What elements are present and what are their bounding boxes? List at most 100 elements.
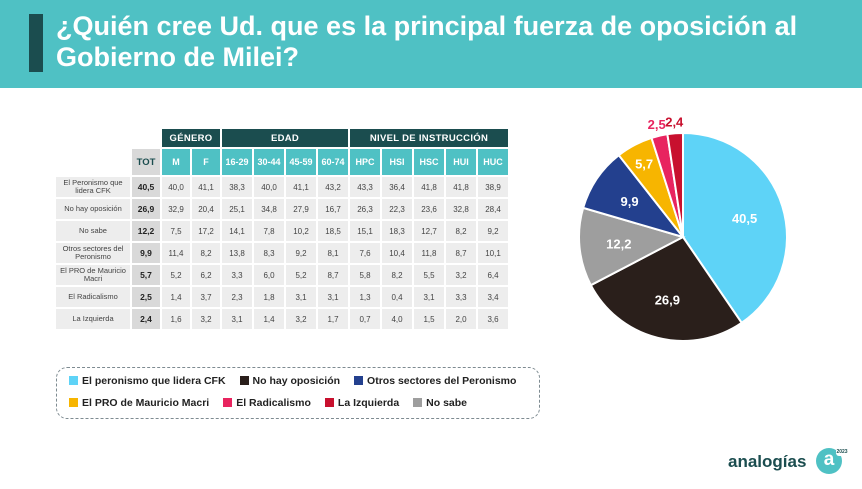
cell-value: 12,7 (414, 221, 444, 241)
cell-value: 8,2 (382, 265, 412, 285)
legend-row: El peronismo que lidera CFK No hay oposic… (69, 375, 530, 387)
table-row: La Izquierda 2,4 1,6 3,2 3,1 1,4 3,2 1,7 0,7 4,0 1… (56, 309, 508, 329)
tot-value: 2,5 (132, 287, 160, 307)
legend-swatch (413, 398, 423, 407)
cell-value: 1,7 (318, 309, 348, 329)
cell-value: 27,9 (286, 199, 316, 219)
legend-item: El peronismo que lidera CFK (69, 375, 226, 387)
cell-value: 26,3 (350, 199, 380, 219)
table-row: El PRO de Mauricio Macri 5,7 5,2 6,2 3,3 6,0 5… (56, 265, 508, 285)
cell-value: 25,1 (222, 199, 252, 219)
table-row: El Peronismo que lidera CFK 40,5 40,0 41,1 3… (56, 177, 508, 197)
brand-logo: analogías a 2023 (724, 446, 854, 478)
row-label: El Radicalismo (56, 287, 130, 307)
cell-value: 15,1 (350, 221, 380, 241)
cell-value: 36,4 (382, 177, 412, 197)
header-banner: ¿Quién cree Ud. que es la principal fuer… (0, 0, 862, 88)
cell-value: 41,1 (192, 177, 220, 197)
cell-value: 6,4 (478, 265, 508, 285)
cell-value: 3,1 (318, 287, 348, 307)
cell-value: 7,8 (254, 221, 284, 241)
row-label: Otros sectores del Peronismo (56, 243, 130, 263)
cell-value: 17,2 (192, 221, 220, 241)
cell-value: 9,2 (478, 221, 508, 241)
cell-value: 32,9 (162, 199, 190, 219)
pie-slice-label: 12,2 (606, 236, 631, 251)
cell-value: 8,7 (446, 243, 476, 263)
cell-value: 23,6 (414, 199, 444, 219)
cell-value: 3,3 (446, 287, 476, 307)
cell-value: 5,8 (350, 265, 380, 285)
cell-value: 11,4 (162, 243, 190, 263)
cell-value: 18,3 (382, 221, 412, 241)
pie-slice-label: 9,9 (621, 194, 639, 209)
cell-value: 3,2 (446, 265, 476, 285)
column-header: HSC (414, 149, 444, 175)
cell-value: 28,4 (478, 199, 508, 219)
cell-value: 8,2 (446, 221, 476, 241)
table-row: Otros sectores del Peronismo 9,9 11,4 8,2 13… (56, 243, 508, 263)
group-header: GÉNERO (162, 129, 220, 147)
legend-swatch (69, 398, 78, 407)
cell-value: 18,5 (318, 221, 348, 241)
cell-value: 1,8 (254, 287, 284, 307)
legend-item: El Radicalismo (223, 397, 311, 409)
cell-value: 3,4 (478, 287, 508, 307)
cell-value: 14,1 (222, 221, 252, 241)
cell-value: 3,2 (286, 309, 316, 329)
cell-value: 8,2 (192, 243, 220, 263)
cell-value: 10,4 (382, 243, 412, 263)
legend-swatch (69, 376, 78, 385)
legend-item: No sabe (413, 397, 467, 409)
cell-value: 7,6 (350, 243, 380, 263)
legend-item: Otros sectores del Peronismo (354, 375, 516, 387)
cell-value: 2,3 (222, 287, 252, 307)
cell-value: 8,3 (254, 243, 284, 263)
row-label: La Izquierda (56, 309, 130, 329)
tot-value: 40,5 (132, 177, 160, 197)
table-row: No sabe 12,2 7,5 17,2 14,1 7,8 10,2 18,5 15,1 18,… (56, 221, 508, 241)
legend-label: No sabe (426, 397, 468, 409)
pie-slice-label: 5,7 (635, 156, 653, 171)
table-corner (56, 129, 130, 147)
column-header: 30-44 (254, 149, 284, 175)
cell-value: 3,6 (478, 309, 508, 329)
column-header: 60-74 (318, 149, 348, 175)
legend-row: El PRO de Mauricio Macri El Radicalismo La… (69, 397, 481, 409)
legend: El peronismo que lidera CFK No hay oposic… (56, 367, 540, 419)
group-header: NIVEL DE INSTRUCCIÓN (350, 129, 508, 147)
cell-value: 1,4 (162, 287, 190, 307)
cell-value: 41,8 (446, 177, 476, 197)
column-header: 45-59 (286, 149, 316, 175)
legend-label: La Izquierda (337, 397, 400, 409)
cell-value: 3,1 (286, 287, 316, 307)
cell-value: 5,5 (414, 265, 444, 285)
table-corner-tot (132, 129, 160, 147)
pie-slice-label: 2,4 (665, 114, 684, 129)
cell-value: 1,4 (254, 309, 284, 329)
column-header: HPC (350, 149, 380, 175)
cell-value: 6,2 (192, 265, 220, 285)
cell-value: 8,7 (318, 265, 348, 285)
header-accent-bar (29, 14, 43, 72)
cell-value: 5,2 (162, 265, 190, 285)
cell-value: 34,8 (254, 199, 284, 219)
pie-slice (666, 131, 684, 238)
cell-value: 7,5 (162, 221, 190, 241)
pie-slice (589, 235, 744, 342)
cell-value: 6,0 (254, 265, 284, 285)
legend-label: No hay oposición (252, 375, 341, 387)
legend-label: El Radicalismo (236, 397, 311, 409)
brand-tag: 2023 (836, 448, 848, 456)
legend-item: No hay oposición (239, 375, 341, 387)
pie-slice-label: 26,9 (655, 293, 680, 308)
cell-value: 10,2 (286, 221, 316, 241)
tot-value: 12,2 (132, 221, 160, 241)
cell-value: 3,7 (192, 287, 220, 307)
cell-value: 43,3 (350, 177, 380, 197)
cell-value: 20,4 (192, 199, 220, 219)
cell-value: 41,1 (286, 177, 316, 197)
legend-label: Otros sectores del Peronismo (367, 375, 517, 387)
row-label: No sabe (56, 221, 130, 241)
pie-slice (578, 206, 686, 287)
